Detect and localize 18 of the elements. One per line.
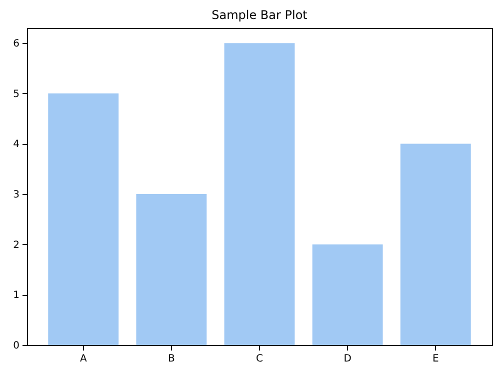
y-tick-label: 1 <box>13 290 20 302</box>
x-tick-label: D <box>344 354 352 364</box>
y-tick-label: 2 <box>13 240 20 251</box>
y-tick-label: 4 <box>13 139 20 150</box>
x-tick-label: C <box>256 354 264 364</box>
y-tick-label: 5 <box>13 88 20 100</box>
x-tick-label: E <box>432 354 439 364</box>
bar <box>136 194 207 345</box>
x-tick-label: A <box>80 354 87 364</box>
y-tick-label: 0 <box>13 340 20 352</box>
bar <box>48 93 119 345</box>
x-tick-label: B <box>168 354 175 364</box>
y-tick-label: 3 <box>13 190 20 201</box>
chart-title: Sample Bar Plot <box>212 8 308 22</box>
bar <box>312 244 383 345</box>
y-tick-label: 6 <box>13 38 20 50</box>
bar <box>400 144 471 345</box>
bar <box>224 43 295 345</box>
